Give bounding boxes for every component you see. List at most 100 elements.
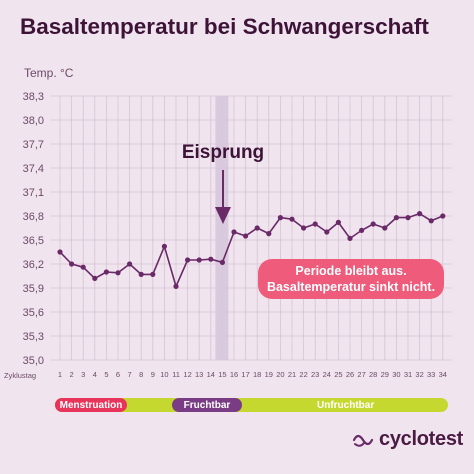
- x-tick-label: 2: [70, 370, 74, 379]
- data-point: [301, 225, 307, 231]
- x-tick-label: 6: [116, 370, 120, 379]
- x-tick-label: 30: [392, 370, 400, 379]
- x-tick-label: 19: [265, 370, 273, 379]
- y-tick-label: 35,0: [23, 355, 44, 367]
- x-tick-label: 3: [81, 370, 85, 379]
- data-point: [335, 219, 341, 225]
- callout-line-1: Periode bleibt aus.: [295, 264, 407, 278]
- x-tick-label: 10: [160, 370, 168, 379]
- series-point-layer: [57, 211, 446, 289]
- x-tick-label: 24: [323, 370, 331, 379]
- y-tick-label: 36,5: [23, 235, 44, 247]
- y-tick-label: 36,2: [23, 259, 44, 271]
- x-tick-label: 18: [253, 370, 261, 379]
- x-tick-label: 17: [241, 370, 249, 379]
- x-tick-label: 31: [404, 370, 412, 379]
- x-tick-label: 5: [104, 370, 108, 379]
- y-tick-label: 37,7: [23, 139, 44, 151]
- data-point: [103, 269, 109, 275]
- x-tick-label: 27: [357, 370, 365, 379]
- brand-name: cyclotest: [379, 428, 464, 450]
- phase-fertile-label: Fruchtbar: [183, 399, 231, 411]
- data-point: [312, 221, 318, 227]
- phase-fertile-bar: Fruchtbar: [172, 398, 242, 412]
- data-point: [440, 213, 446, 219]
- callout-box: Periode bleibt aus. Basaltemperatur sink…: [258, 259, 444, 299]
- x-tick-label: 34: [439, 370, 447, 379]
- cyclotest-logo-icon: [352, 434, 374, 447]
- data-point: [138, 271, 144, 277]
- callout-line-2: Basaltemperatur sinkt nicht.: [266, 280, 436, 294]
- data-point: [347, 235, 353, 241]
- ovulation-band-layer: [215, 96, 229, 360]
- x-tick-label: 22: [299, 370, 307, 379]
- data-point: [92, 275, 98, 281]
- brand-logo: cyclotest: [352, 428, 463, 451]
- x-tick-label: 8: [139, 370, 143, 379]
- x-tick-label: 28: [369, 370, 377, 379]
- x-tick-layer: 1 2 3 4 5 6 7 8 9 10 11 12 13 14 15 16 17 18 19 20 21 22 23 24 2…: [58, 370, 447, 379]
- y-axis-label: Temp. °C: [24, 66, 74, 80]
- data-point: [115, 270, 121, 276]
- y-tick-label: 35,9: [23, 283, 44, 295]
- x-tick-label: 11: [172, 370, 180, 379]
- data-point: [277, 215, 283, 221]
- x-tick-label: 13: [195, 370, 203, 379]
- data-point: [405, 215, 411, 221]
- x-tick-label: 21: [288, 370, 296, 379]
- data-point: [150, 271, 156, 277]
- data-point: [185, 257, 191, 263]
- x-tick-label: 7: [128, 370, 132, 379]
- x-tick-label: 16: [230, 370, 238, 379]
- phase-menstruation-label: Menstruation: [59, 399, 123, 411]
- y-tick-label: 35,6: [23, 307, 44, 319]
- x-tick-label: 12: [183, 370, 191, 379]
- data-point: [127, 261, 133, 267]
- series-line: [59, 212, 444, 288]
- x-tick-label: 1: [58, 370, 62, 379]
- x-tick-label: 4: [93, 370, 97, 379]
- data-point: [80, 264, 86, 270]
- data-point: [231, 229, 237, 235]
- x-tick-label: 26: [346, 370, 354, 379]
- x-axis-label: Zyklustag: [4, 371, 36, 380]
- data-point: [161, 243, 167, 249]
- y-tick-label: 35,3: [23, 331, 44, 343]
- x-tick-label: 15: [218, 370, 226, 379]
- x-tick-label: 32: [415, 370, 423, 379]
- ovulation-label: Eisprung: [182, 142, 264, 163]
- data-point: [266, 231, 272, 237]
- x-tick-label: 29: [381, 370, 389, 379]
- data-point: [289, 216, 295, 222]
- x-tick-label: 9: [151, 370, 155, 379]
- series-line-layer: [59, 212, 444, 288]
- y-tick-label: 37,1: [23, 187, 44, 199]
- ovulation-arrow: [215, 170, 231, 224]
- data-point: [57, 249, 63, 255]
- data-point: [370, 221, 376, 227]
- data-point: [254, 225, 260, 231]
- data-point: [324, 229, 330, 235]
- data-point: [69, 261, 75, 267]
- data-point: [428, 218, 434, 224]
- y-tick-label: 38,3: [23, 91, 44, 103]
- data-point: [219, 259, 225, 265]
- y-tick-label: 38,0: [23, 115, 44, 127]
- phase-infertile-label: Unfruchtbar: [317, 399, 375, 411]
- data-point: [196, 257, 202, 263]
- data-point: [208, 256, 214, 262]
- data-point: [173, 283, 179, 289]
- phase-menstruation-bar: Menstruation: [55, 398, 127, 412]
- data-point: [417, 211, 423, 217]
- grid-layer: [50, 95, 452, 361]
- chart-title: Basaltemperatur bei Schwangerschaft: [20, 14, 429, 39]
- y-tick-label: 37,4: [23, 163, 44, 175]
- y-tick-layer: 38,3 38,0 37,7 37,4 37,1 36,8 36,5 36,2 35,9 35,6…: [23, 91, 44, 367]
- x-tick-label: 25: [334, 370, 342, 379]
- data-point: [243, 233, 249, 239]
- ovulation-band: [215, 96, 229, 360]
- y-tick-label: 36,8: [23, 211, 44, 223]
- data-point: [359, 227, 365, 233]
- x-tick-label: 20: [276, 370, 284, 379]
- data-point: [382, 225, 388, 231]
